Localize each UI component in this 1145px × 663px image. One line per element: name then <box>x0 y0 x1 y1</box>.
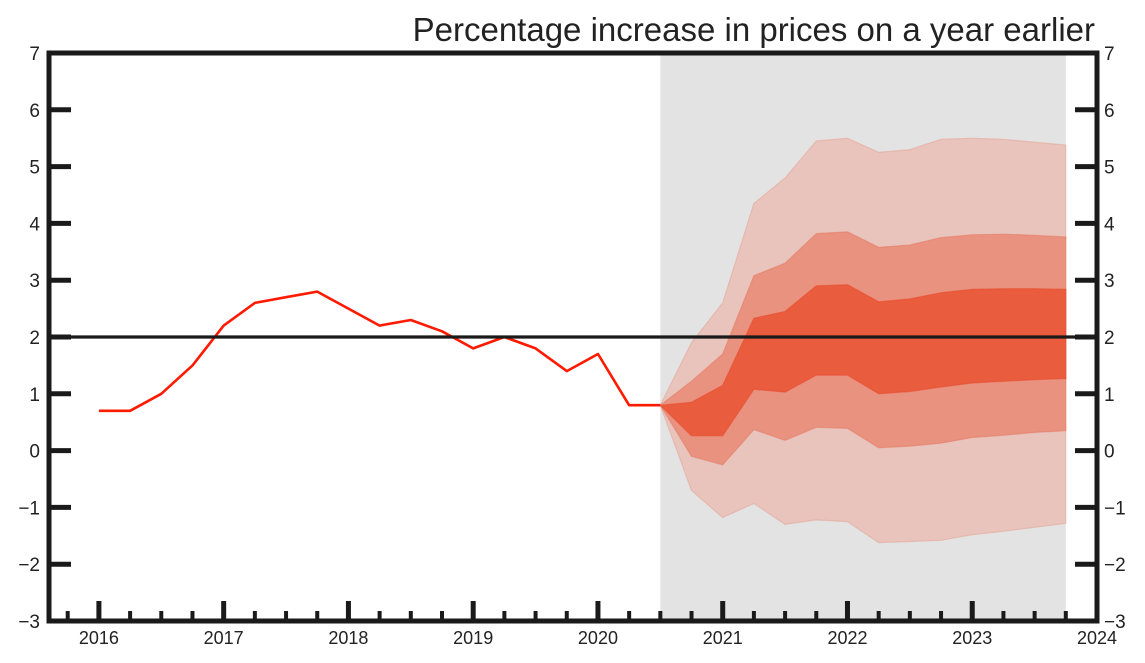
x-tick-label: 2024 <box>1077 628 1117 648</box>
chart-title: Percentage increase in prices on a year … <box>413 11 1095 48</box>
y-tick-label-right: 3 <box>1104 271 1115 292</box>
y-tick-label-left: 5 <box>29 158 40 179</box>
x-tick-label: 2016 <box>79 628 119 648</box>
y-tick-label-right: 1 <box>1104 385 1115 406</box>
y-tick-label-right: −2 <box>1104 555 1126 576</box>
y-tick-label-left: 3 <box>29 271 40 292</box>
y-tick-label-left: 4 <box>29 214 40 235</box>
y-tick-label-left: −2 <box>18 555 40 576</box>
x-axis-ticks: 2016 2017 2018 2019 2020 2021 2022 2023 2024 <box>65 601 1117 648</box>
y-axis-ticks: −3 −3 −2 −2 −1 −1 0 0 1 1 2 2 3 3 4 4 5 5 6 6 7 7 <box>18 44 1125 633</box>
history-series-line-0 <box>98 290 661 413</box>
x-tick-label: 2022 <box>827 628 867 648</box>
y-tick-label-right: 4 <box>1104 214 1115 235</box>
y-tick-label-right: 7 <box>1104 44 1115 65</box>
y-tick-label-right: −3 <box>1104 612 1126 633</box>
x-tick-label: 2021 <box>703 628 743 648</box>
y-tick-label-right: −1 <box>1104 498 1126 519</box>
fan-band-inner <box>658 284 1067 437</box>
y-tick-label-left: −1 <box>18 498 40 519</box>
y-tick-label-right: 2 <box>1104 328 1115 349</box>
y-tick-label-left: 0 <box>29 442 40 463</box>
history-series-layer <box>98 290 661 413</box>
y-tick-label-right: 6 <box>1104 101 1115 122</box>
x-tick-label: 2018 <box>328 628 368 648</box>
y-tick-label-left: 2 <box>29 328 40 349</box>
y-tick-label-right: 0 <box>1104 442 1115 463</box>
x-tick-label: 2019 <box>453 628 493 648</box>
y-tick-label-left: 6 <box>29 101 40 122</box>
y-tick-label-left: 1 <box>29 385 40 406</box>
forecast-fan-bands <box>658 137 1067 544</box>
y-tick-label-left: −3 <box>18 612 40 633</box>
y-tick-label-right: 5 <box>1104 158 1115 179</box>
x-tick-label: 2020 <box>578 628 618 648</box>
y-tick-label-left: 7 <box>29 44 40 65</box>
x-tick-label: 2023 <box>952 628 992 648</box>
x-tick-label: 2017 <box>204 628 244 648</box>
